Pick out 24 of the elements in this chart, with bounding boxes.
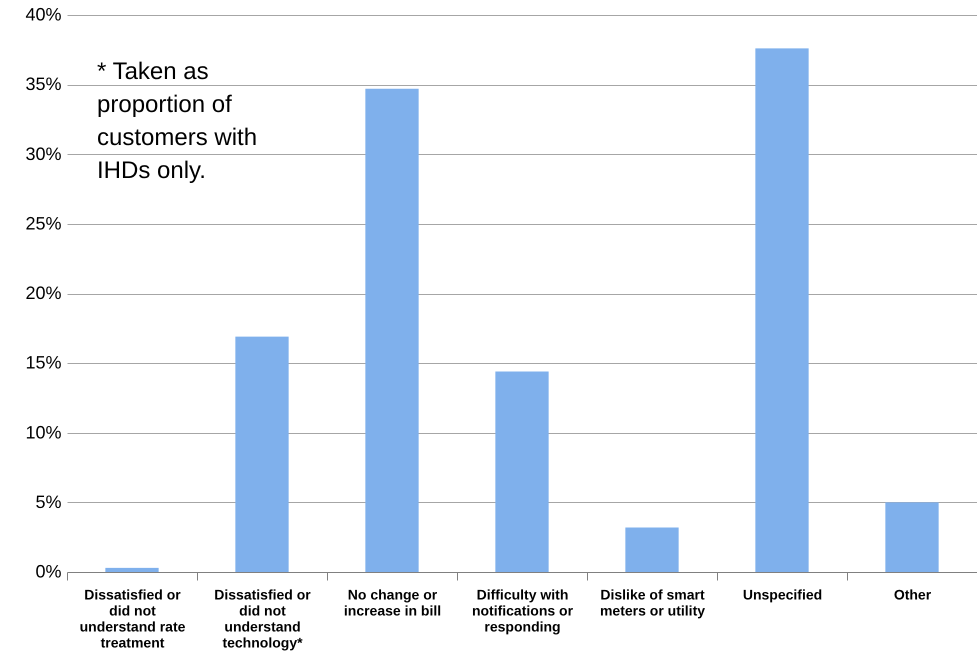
y-tick-label: 35% [25, 74, 62, 94]
x-tick-label: Other [894, 586, 932, 602]
y-tick-label: 20% [25, 283, 62, 303]
x-tick-label: Unspecified [742, 586, 822, 602]
y-tick-label: 40% [25, 4, 62, 24]
x-tick-label: Dissatisfied or did not understand rate treatment [80, 586, 186, 650]
y-tick-label: 25% [25, 213, 62, 234]
x-tick-label: No change or increase in bill [344, 586, 442, 618]
x-tick-label: Difficulty with notifications or responding [472, 586, 574, 634]
annotation: * Taken as proportion of customers with IHDs only. [97, 58, 258, 184]
bar [105, 568, 159, 572]
bar [365, 88, 419, 572]
x-tick-label: Dissatisfied or did not understand technology* [214, 586, 312, 650]
y-tick-label: 15% [25, 352, 62, 373]
y-tick-label: 5% [35, 492, 62, 512]
y-tick-label: 0% [35, 562, 62, 582]
bar [235, 336, 289, 572]
bar [625, 527, 679, 572]
bar [885, 502, 939, 572]
y-tick-label: 10% [25, 422, 62, 442]
y-tick-label: 30% [25, 144, 62, 164]
bar [755, 48, 809, 572]
x-tick-label: Dislike of smart meters or utility [600, 586, 706, 618]
bar [495, 371, 549, 572]
